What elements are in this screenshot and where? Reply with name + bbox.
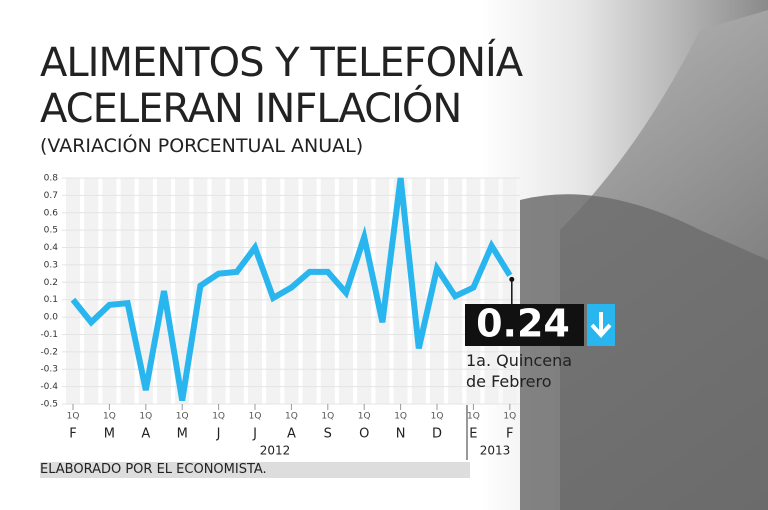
column-band: [175, 178, 190, 404]
column-band: [102, 178, 117, 404]
x-tick-label: 1Q: [139, 412, 152, 422]
y-tick-label: 0.1: [44, 295, 58, 305]
x-tick-label: 1Q: [67, 412, 80, 422]
month-label: A: [287, 427, 296, 442]
month-label: N: [396, 427, 406, 442]
chart-subtitle: (VARIACIÓN PORCENTUAL ANUAL): [40, 135, 364, 157]
y-tick-label: -0.1: [40, 330, 58, 340]
callout-value: 0.24: [476, 302, 570, 346]
month-label: F: [69, 427, 76, 442]
x-tick-label: 1Q: [103, 412, 116, 422]
chart-title: ALIMENTOS Y TELEFONÍA ACELERAN INFLACIÓN: [40, 40, 523, 132]
y-tick-label: -0.3: [40, 365, 58, 375]
column-band: [229, 178, 244, 404]
x-tick-label: 1Q: [394, 412, 407, 422]
month-label: J: [252, 427, 257, 442]
source: ELABORADO POR EL ECONOMISTA.: [40, 462, 267, 477]
column-band: [375, 178, 390, 404]
x-tick-label: 1Q: [321, 412, 334, 422]
month-label: M: [104, 427, 115, 442]
y-tick-label: 0.5: [44, 226, 58, 236]
x-tick-label: 1Q: [285, 412, 298, 422]
y-tick-label: 0.0: [44, 313, 59, 323]
x-tick-label: 1Q: [249, 412, 262, 422]
column-band: [502, 178, 517, 404]
month-label: J: [216, 427, 221, 442]
year-label: 2013: [480, 444, 511, 458]
y-tick-label: -0.5: [40, 400, 58, 410]
month-label: O: [359, 427, 369, 442]
column-band: [84, 178, 99, 404]
month-label: D: [432, 427, 442, 442]
column-band: [211, 178, 226, 404]
x-tick-label: 1Q: [467, 412, 480, 422]
y-tick-label: -0.4: [40, 382, 58, 392]
column-band: [430, 178, 444, 404]
column-band: [357, 178, 372, 404]
y-tick-label: 0.7: [44, 191, 58, 201]
month-label: F: [506, 427, 513, 442]
column-band: [66, 178, 80, 404]
column-band: [138, 178, 153, 404]
data-line: [70, 177, 513, 402]
column-band: [466, 178, 481, 404]
month-label: A: [141, 427, 150, 442]
month-label: M: [177, 427, 188, 442]
y-tick-label: -0.2: [40, 347, 58, 357]
x-tick-label: 1Q: [358, 412, 371, 422]
y-tick-label: 0.4: [44, 243, 59, 253]
callout-box: [465, 304, 584, 346]
callout-dot: [509, 276, 515, 282]
x-tick-label: 1Q: [503, 412, 516, 422]
source-bar: [40, 462, 470, 478]
x-tick-label: 1Q: [431, 412, 444, 422]
building-drum: [520, 194, 768, 510]
callout-text: 1a. Quincena de Febrero: [466, 351, 573, 391]
y-tick-label: 0.2: [44, 278, 58, 288]
column-band: [284, 178, 299, 404]
year-label: 2012: [260, 444, 291, 458]
y-tick-label: 0.3: [44, 260, 58, 270]
column-band: [411, 178, 426, 404]
column-band: [120, 178, 135, 404]
month-label: E: [469, 427, 477, 442]
column-band: [484, 178, 499, 404]
month-label: S: [324, 427, 332, 442]
down-arrow: [590, 312, 612, 338]
x-tick-label: 1Q: [212, 412, 225, 422]
y-tick-label: 0.6: [44, 208, 59, 218]
x-tick-label: 1Q: [176, 412, 189, 422]
column-band: [320, 178, 335, 404]
column-band: [302, 178, 317, 404]
column-band: [248, 178, 262, 404]
plot: -0.5 -0.4 -0.3 -0.2 -0.1 0.0 0.1 0.2 0.3 0.4 0.5 0.…: [40, 174, 520, 458]
y-tick-label: 0.8: [44, 174, 59, 184]
